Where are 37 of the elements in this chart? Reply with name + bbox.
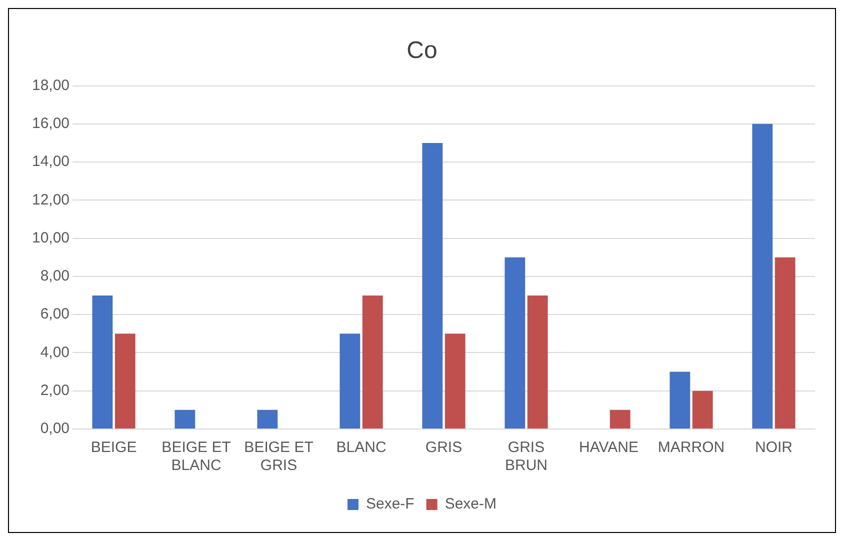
bar bbox=[362, 296, 383, 428]
y-tick-label: 14,00 bbox=[32, 153, 70, 170]
bar bbox=[257, 410, 278, 428]
bar bbox=[92, 296, 113, 428]
x-tick-label: MARRON bbox=[658, 439, 725, 456]
bar bbox=[340, 334, 360, 428]
bar bbox=[527, 296, 548, 428]
bar bbox=[174, 410, 196, 428]
bar bbox=[422, 143, 443, 428]
x-tick-label: BEIGE ET GRIS bbox=[244, 439, 314, 474]
y-tick-label: 8,00 bbox=[40, 268, 70, 285]
y-tick-label: 2,00 bbox=[40, 382, 70, 400]
chart-title: Co bbox=[406, 37, 438, 64]
bar bbox=[692, 390, 713, 428]
x-tick-label: BLANC bbox=[336, 439, 386, 456]
y-tick-label: 6,00 bbox=[40, 306, 70, 323]
bar bbox=[610, 410, 630, 428]
y-tick-label: 4,00 bbox=[40, 344, 70, 361]
bar bbox=[670, 372, 690, 428]
x-tick-label: BEIGE ET BLANC bbox=[162, 439, 231, 474]
y-tick-label: 18,00 bbox=[32, 76, 70, 94]
y-tick-label: 0,00 bbox=[40, 420, 70, 438]
x-tick-label: GRIS bbox=[425, 439, 462, 456]
bar bbox=[774, 257, 796, 428]
x-tick-label: GRIS BRUN bbox=[505, 439, 548, 474]
y-tick-label: 12,00 bbox=[32, 191, 70, 208]
bar bbox=[444, 334, 466, 428]
legend-label: Sexe-M bbox=[444, 496, 497, 513]
bar bbox=[504, 257, 526, 428]
x-tick-label: BEIGE bbox=[90, 439, 137, 456]
y-tick-label: 16,00 bbox=[32, 115, 70, 132]
legend-label: Sexe-F bbox=[366, 496, 414, 513]
bar bbox=[752, 124, 773, 428]
y-tick-label: 10,00 bbox=[32, 229, 70, 246]
x-tick-label: HAVANE bbox=[579, 439, 638, 456]
bar bbox=[114, 334, 136, 428]
x-tick-label: NOIR bbox=[755, 439, 793, 456]
